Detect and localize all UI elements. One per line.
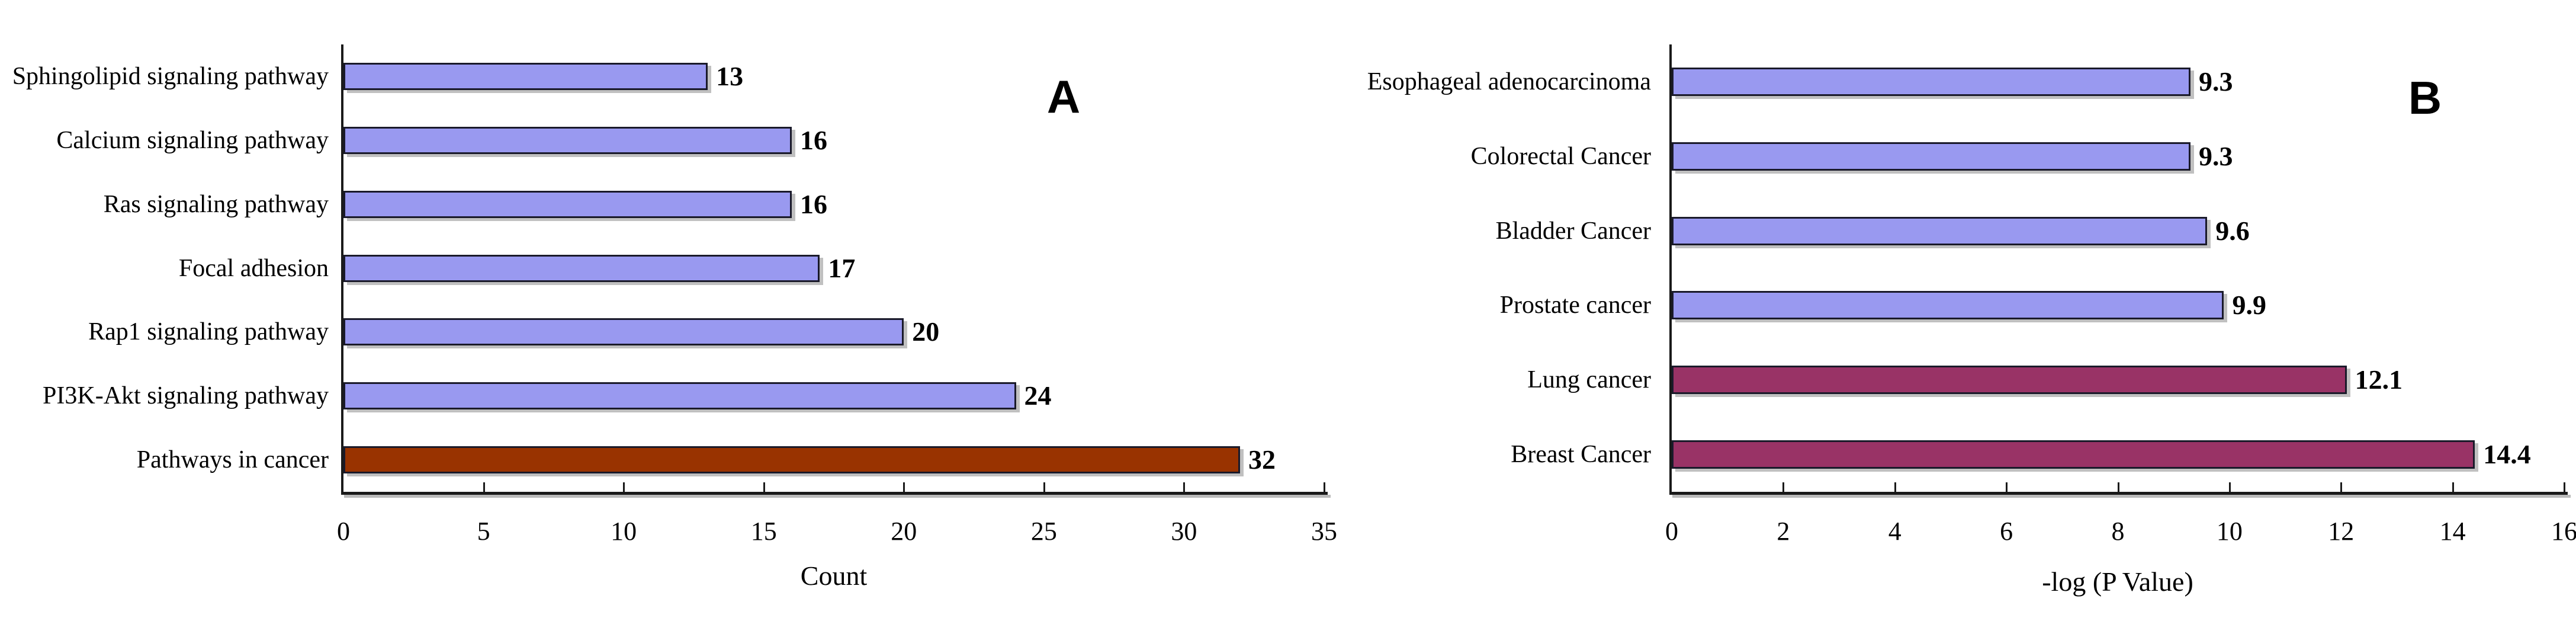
chart-b-tick-mark-14 — [2452, 482, 2454, 492]
chart-b-x-axis-title: -log (P Value) — [2042, 566, 2193, 597]
chart-b-tick-label-2: 2 — [1777, 517, 1790, 546]
chart-b-tick-label-4: 4 — [1888, 517, 1902, 546]
panel-letter-b: B — [2408, 72, 2442, 124]
bar-pi3k-akt-signaling-pathway — [343, 382, 1016, 410]
chart-a-x-axis-line — [341, 492, 1328, 495]
category-label-lung-cancer: Lung cancer — [1527, 366, 1651, 394]
value-label-pathways-in-cancer: 32 — [1248, 444, 1276, 475]
chart-b-tick-label-16: 16 — [2551, 517, 2576, 546]
category-label-esophageal-adenocarcinoma: Esophageal adenocarcinoma — [1367, 68, 1651, 95]
category-label-prostate-cancer: Prostate cancer — [1499, 292, 1651, 319]
category-label-ras-signaling-pathway: Ras signaling pathway — [103, 190, 329, 218]
chart-a-tick-label-25: 25 — [1030, 517, 1057, 546]
bar-bladder-cancer — [1672, 216, 2208, 245]
bar-breast-cancer — [1672, 440, 2475, 469]
chart-b-x-axis-line — [1669, 492, 2568, 495]
category-label-calcium-signaling-pathway: Calcium signaling pathway — [56, 126, 329, 154]
category-label-colorectal-cancer: Colorectal Cancer — [1470, 142, 1651, 170]
chart-a-tick-mark-15 — [763, 482, 765, 492]
chart-b-tick-label-14: 14 — [2439, 517, 2466, 546]
category-label-rap1-signaling-pathway: Rap1 signaling pathway — [88, 318, 329, 346]
chart-b-tick-mark-12 — [2340, 482, 2343, 492]
chart-b-tick-label-8: 8 — [2111, 517, 2125, 546]
value-label-pi3k-akt-signaling-pathway: 24 — [1024, 380, 1052, 411]
value-label-lung-cancer: 12.1 — [2355, 364, 2403, 395]
category-label-sphingolipid-signaling-pathway: Sphingolipid signaling pathway — [12, 62, 329, 90]
chart-a-tick-mark-25 — [1043, 482, 1045, 492]
chart-b-tick-mark-2 — [1782, 482, 1785, 492]
category-label-pathways-in-cancer: Pathways in cancer — [136, 446, 329, 474]
chart-a-y-axis-line — [341, 44, 343, 495]
category-label-breast-cancer: Breast Cancer — [1511, 441, 1651, 469]
chart-b-tick-mark-8 — [2117, 482, 2119, 492]
bar-colorectal-cancer — [1672, 142, 2190, 171]
panel-letter-a: A — [1046, 71, 1081, 123]
chart-b-tick-label-0: 0 — [1665, 517, 1678, 546]
bar-rap1-signaling-pathway — [343, 318, 904, 346]
value-label-breast-cancer: 14.4 — [2483, 439, 2531, 470]
chart-a-tick-mark-30 — [1183, 482, 1186, 492]
chart-a-tick-label-30: 30 — [1171, 517, 1197, 546]
bar-lung-cancer — [1672, 366, 2347, 395]
value-label-esophageal-adenocarcinoma: 9.3 — [2198, 66, 2233, 97]
chart-b-y-axis-line — [1669, 44, 1672, 495]
category-label-pi3k-akt-signaling-pathway: PI3K-Akt signaling pathway — [43, 382, 329, 410]
chart-a-x-axis-title: Count — [800, 561, 868, 591]
value-label-ras-signaling-pathway: 16 — [800, 188, 828, 219]
chart-b-tick-label-6: 6 — [2000, 517, 2013, 546]
value-label-colorectal-cancer: 9.3 — [2198, 140, 2233, 171]
bar-prostate-cancer — [1672, 291, 2224, 320]
bar-calcium-signaling-pathway — [343, 126, 792, 154]
bar-focal-adhesion — [343, 254, 820, 282]
bar-sphingolipid-signaling-pathway — [343, 62, 708, 90]
chart-b-tick-label-10: 10 — [2216, 517, 2243, 546]
value-label-bladder-cancer: 9.6 — [2215, 215, 2250, 246]
chart-b-tick-mark-16 — [2564, 482, 2565, 492]
bar-ras-signaling-pathway — [343, 190, 792, 218]
chart-b-tick-label-12: 12 — [2328, 517, 2355, 546]
bar-pathways-in-cancer — [343, 446, 1241, 474]
value-label-rap1-signaling-pathway: 20 — [912, 316, 940, 347]
value-label-prostate-cancer: 9.9 — [2232, 290, 2266, 321]
chart-a-tick-mark-35 — [1324, 482, 1325, 492]
chart-b-tick-mark-10 — [2228, 482, 2231, 492]
chart-a-tick-label-15: 15 — [750, 517, 777, 546]
chart-a-tick-label-35: 35 — [1311, 517, 1337, 546]
chart-a-tick-label-5: 5 — [477, 517, 490, 546]
value-label-focal-adhesion: 17 — [828, 252, 856, 283]
chart-a-tick-mark-5 — [483, 482, 485, 492]
chart-a-tick-label-10: 10 — [611, 517, 637, 546]
chart-a-tick-label-20: 20 — [891, 517, 917, 546]
value-label-calcium-signaling-pathway: 16 — [800, 124, 828, 155]
chart-a-tick-label-0: 0 — [337, 517, 350, 546]
chart-a-tick-mark-10 — [623, 482, 625, 492]
category-label-bladder-cancer: Bladder Cancer — [1495, 217, 1651, 245]
chart-b-tick-mark-4 — [1894, 482, 1896, 492]
chart-a-tick-mark-20 — [903, 482, 905, 492]
value-label-sphingolipid-signaling-pathway: 13 — [716, 60, 744, 91]
chart-b-tick-mark-6 — [2006, 482, 2008, 492]
category-label-focal-adhesion: Focal adhesion — [178, 254, 329, 282]
bar-esophageal-adenocarcinoma — [1672, 67, 2190, 96]
